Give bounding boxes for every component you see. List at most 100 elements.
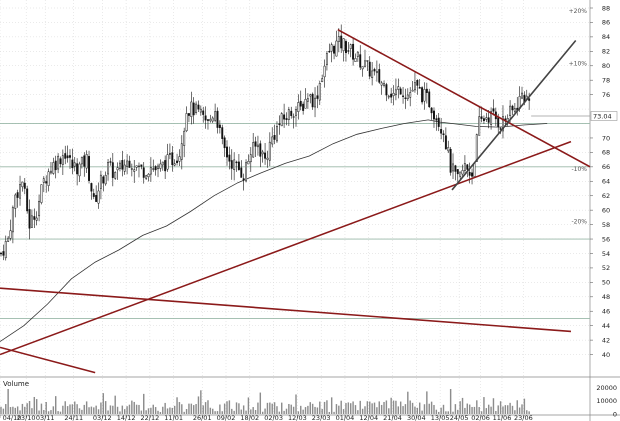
volume-bar bbox=[278, 411, 281, 414]
volume-bar bbox=[266, 402, 269, 414]
candle-body bbox=[349, 44, 352, 49]
candle-body bbox=[240, 167, 243, 178]
volume-bar bbox=[416, 407, 419, 414]
candle-body bbox=[197, 104, 200, 110]
date-tick-label: 24/11 bbox=[64, 414, 83, 421]
candle-body bbox=[173, 163, 176, 166]
candle-body bbox=[511, 105, 514, 111]
volume-bar bbox=[188, 403, 190, 414]
date-tick-label: 03/12 bbox=[93, 414, 112, 421]
candle-body bbox=[211, 117, 214, 122]
volume-bar bbox=[31, 408, 33, 414]
volume-bar bbox=[371, 403, 373, 414]
candle-body bbox=[126, 160, 129, 167]
volume-bar bbox=[169, 407, 171, 414]
volume-bar bbox=[66, 406, 69, 414]
candle-body bbox=[254, 141, 257, 147]
volume-bar bbox=[528, 411, 530, 414]
last-price-label: 73.04 bbox=[593, 113, 612, 121]
candle-body bbox=[502, 116, 504, 132]
date-tick-label: 23/06 bbox=[514, 414, 533, 421]
volume-bar bbox=[190, 403, 193, 414]
candle-body bbox=[187, 113, 190, 116]
candle-body bbox=[328, 50, 331, 53]
percent-level-label: -10% bbox=[571, 166, 587, 173]
volume-bar bbox=[359, 400, 361, 414]
volume-bar bbox=[323, 401, 326, 414]
candle-body bbox=[233, 159, 236, 170]
candle-body bbox=[80, 156, 83, 165]
last-price-marker: 73.04 bbox=[531, 111, 618, 121]
candle-body bbox=[192, 102, 195, 116]
candle-body bbox=[183, 130, 186, 146]
candle-body bbox=[402, 95, 405, 97]
volume-bar bbox=[347, 402, 350, 414]
candle-body bbox=[161, 161, 164, 166]
date-tick-label: 12/03 bbox=[288, 414, 307, 421]
candle-body bbox=[385, 84, 388, 96]
volume-bar bbox=[204, 402, 207, 414]
candle-body bbox=[228, 154, 231, 162]
volume-bar bbox=[509, 402, 511, 414]
volume-bar bbox=[292, 406, 295, 414]
candle-body bbox=[171, 152, 174, 166]
price-tick-label: 60 bbox=[602, 206, 610, 214]
volume-bar bbox=[407, 391, 409, 414]
candle-body bbox=[7, 237, 10, 242]
volume-bar bbox=[147, 408, 150, 414]
candle-body bbox=[38, 200, 41, 217]
price-tick-label: 86 bbox=[602, 19, 610, 27]
candle-body bbox=[185, 113, 188, 132]
volume-bar bbox=[121, 405, 124, 414]
volume-bar bbox=[507, 405, 509, 414]
candle-body bbox=[280, 113, 283, 127]
candle-body bbox=[371, 70, 374, 79]
percent-levels: +20% +10% -10% -20% bbox=[569, 8, 588, 226]
volume-bar bbox=[330, 397, 333, 414]
candle-body bbox=[487, 117, 490, 123]
volume-bar bbox=[95, 405, 97, 414]
candle-body bbox=[299, 100, 302, 107]
candle-body bbox=[69, 155, 71, 158]
candle-body bbox=[230, 160, 233, 169]
volume-bar bbox=[9, 407, 12, 414]
candle-body bbox=[473, 163, 476, 177]
candle-body bbox=[437, 117, 440, 127]
candle-body bbox=[216, 110, 219, 128]
candle-body bbox=[4, 241, 7, 259]
candle-body bbox=[425, 88, 428, 93]
candle-body bbox=[202, 110, 205, 115]
volume-bar bbox=[207, 400, 209, 414]
percent-level-label: -20% bbox=[571, 219, 587, 226]
candle-body bbox=[466, 164, 469, 170]
candle-body bbox=[264, 152, 267, 159]
candle-body bbox=[135, 165, 138, 168]
volume-bar bbox=[516, 400, 518, 414]
volume-bar bbox=[485, 408, 488, 414]
volume-bar bbox=[19, 410, 21, 414]
volume-bar bbox=[511, 405, 514, 414]
volume-bar bbox=[112, 405, 114, 414]
volume-bar bbox=[159, 412, 162, 414]
candle-body bbox=[245, 162, 248, 182]
volume-bar bbox=[93, 407, 95, 414]
date-tick-label: 13/05 bbox=[431, 414, 450, 421]
candle-body bbox=[116, 167, 119, 171]
volume-bar bbox=[276, 406, 278, 414]
volume-bar bbox=[128, 404, 131, 414]
volume-bar bbox=[466, 403, 469, 414]
percent-level-label: +20% bbox=[569, 8, 588, 15]
volume-bar bbox=[473, 406, 476, 414]
volume-bar bbox=[59, 411, 62, 414]
volume-bar bbox=[345, 403, 347, 414]
volume-bar bbox=[7, 388, 9, 414]
candle-body bbox=[92, 193, 95, 197]
candle-body bbox=[318, 83, 321, 101]
price-tick-label: 82 bbox=[602, 48, 610, 56]
candle-body bbox=[49, 170, 52, 174]
candle-body bbox=[311, 93, 314, 108]
volume-bar bbox=[383, 401, 385, 414]
candle-body bbox=[261, 151, 264, 155]
volume-bar bbox=[361, 408, 364, 414]
candle-body bbox=[121, 160, 124, 170]
